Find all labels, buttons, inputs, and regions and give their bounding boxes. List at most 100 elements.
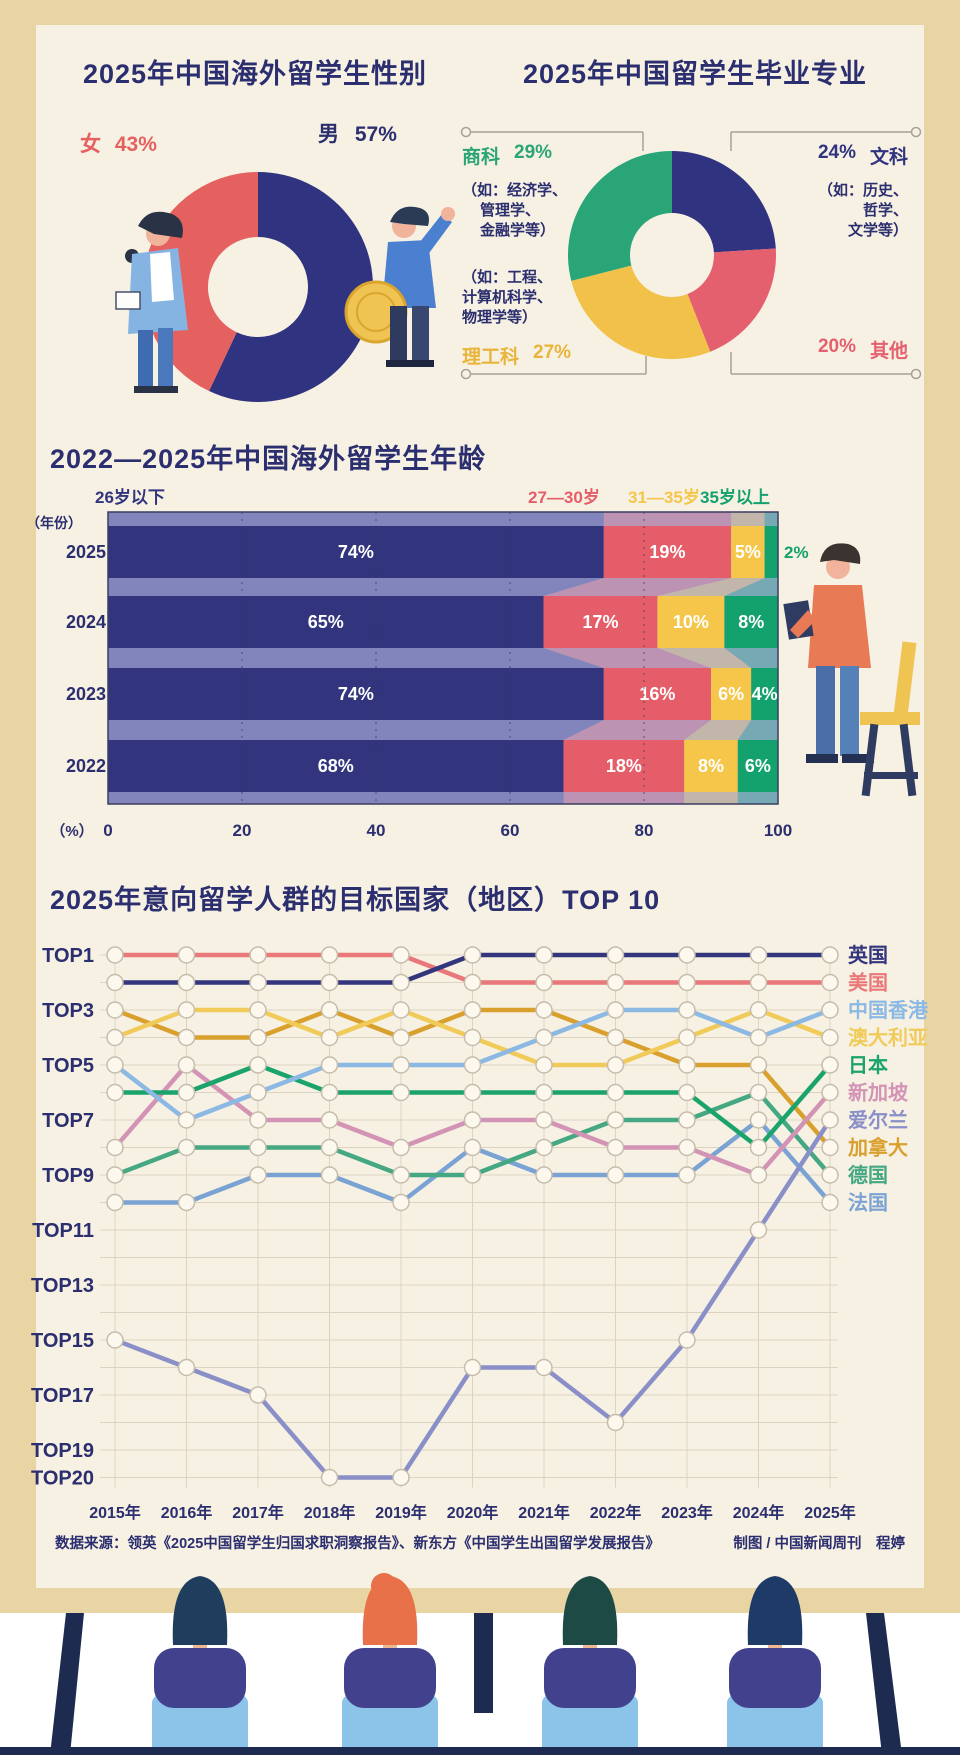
country-label-中国香港: 中国香港 — [848, 998, 929, 1022]
bar-segment-value: 8% — [698, 756, 724, 776]
chair-back — [152, 1695, 248, 1755]
rank-node — [392, 1001, 410, 1019]
year-tick-2021年: 2021年 — [518, 1503, 570, 1522]
rank-node — [106, 1056, 124, 1074]
rank-node — [678, 1331, 696, 1349]
other-value: 20% — [817, 336, 856, 357]
major-liberal-label: 24% 文科 （如：历史、 哲学、 文学等） — [742, 142, 908, 241]
easel-legs — [50, 1613, 902, 1755]
rank-node — [392, 1083, 410, 1102]
rank-node — [678, 1028, 696, 1047]
rank-axis-TOP1: TOP1 — [42, 945, 94, 967]
bar-segment-value: 65% — [308, 612, 344, 632]
transition-ribbon — [108, 648, 604, 668]
rank-node — [606, 1001, 625, 1019]
transition-ribbon — [563, 792, 685, 804]
rank-node — [106, 1138, 124, 1157]
rank-node — [463, 973, 482, 992]
business-detail-3: 金融学等） — [480, 222, 556, 239]
rank-axis-TOP5: TOP5 — [42, 1055, 94, 1077]
bar-segment — [711, 668, 752, 720]
x-tick: 100 — [764, 821, 792, 840]
rank-node — [320, 973, 339, 992]
rank-node — [535, 1138, 553, 1157]
age-chart-title: 2022—2025年中国海外留学生年龄 — [50, 444, 487, 474]
rank-node — [535, 1083, 553, 1102]
business-name: 商科 — [462, 147, 501, 168]
rank-node — [821, 946, 839, 964]
major-other-label: 20% 其他 — [742, 336, 908, 363]
stem-detail-1: （如：工程、 — [462, 269, 553, 286]
rank-axis-TOP11: TOP11 — [32, 1220, 94, 1242]
rank-node — [821, 1193, 839, 1212]
x-tick: 60 — [501, 821, 520, 840]
transition-ribbon — [684, 792, 738, 804]
bar-segment — [737, 740, 778, 792]
bar-segment-value: 18% — [606, 756, 642, 776]
transition-ribbon — [543, 578, 732, 596]
donut-slice-其他 — [687, 248, 776, 352]
rank-node — [249, 1138, 267, 1157]
bar-segment — [731, 526, 765, 578]
major-stem-label: （如：工程、 计算机科学、 物理学等） 理工科 27% — [462, 268, 571, 369]
bar-segment — [108, 596, 544, 648]
rank-node — [463, 1138, 482, 1157]
rank-node — [320, 1028, 339, 1047]
transition-ribbon — [543, 648, 711, 668]
rank-node — [106, 1193, 124, 1212]
year-tick-2023年: 2023年 — [661, 1503, 713, 1522]
female-name: 女 — [80, 133, 101, 156]
x-tick: 40 — [367, 821, 386, 840]
transition-ribbon — [737, 792, 778, 804]
country-label-日本: 日本 — [848, 1054, 888, 1077]
rank-node — [177, 1056, 196, 1074]
connector-dot — [910, 126, 922, 138]
audience-person — [727, 1576, 823, 1755]
rank-node — [535, 1001, 553, 1019]
rank-node — [177, 1001, 196, 1019]
rank-node — [106, 1028, 124, 1047]
rank-node — [106, 1083, 124, 1102]
rank-node — [678, 946, 696, 964]
rank-node — [249, 1111, 267, 1129]
rank-node — [392, 1468, 410, 1487]
rank-node — [678, 1166, 696, 1184]
connector-dot — [460, 368, 472, 380]
rank-node — [749, 1111, 768, 1129]
age-chart-canvas: 74% 19% 5% 2% 2025 65% 17% 10% 8% 2024 74% 16% 6% 4% 2… — [26, 487, 920, 840]
rank-chart-canvas: TOP1 TOP3 TOP5 TOP7 TOP9 TOP11 TOP13 TOP15 TOP17… — [31, 943, 929, 1522]
transition-ribbon — [108, 792, 564, 804]
bar-segment — [543, 596, 658, 648]
donut-slice-文科 — [672, 151, 776, 253]
chair-back — [342, 1695, 438, 1755]
year-tick-2017年: 2017年 — [232, 1503, 284, 1522]
chair-illustration — [860, 641, 920, 797]
rank-node — [249, 1166, 267, 1184]
rank-node — [249, 1083, 267, 1102]
stem-value: 27% — [533, 342, 572, 363]
rank-node — [678, 973, 696, 992]
rank-node — [463, 1028, 482, 1047]
rank-node — [749, 1083, 768, 1102]
rank-node — [249, 1028, 267, 1047]
rank-node — [678, 1083, 696, 1102]
rank-node — [606, 973, 625, 992]
liberal-detail-1: （如：历史、 — [817, 182, 908, 199]
rank-node — [606, 1138, 625, 1157]
year-tick-2016年: 2016年 — [161, 1503, 213, 1522]
bar-segment — [751, 668, 778, 720]
legend-item-27—30岁: 27—30岁 — [528, 487, 600, 507]
rank-node — [535, 1358, 553, 1377]
year-tick-2019年: 2019年 — [375, 1503, 427, 1522]
rank-node — [463, 1056, 482, 1074]
gender-female-label: 女 43% — [80, 128, 157, 158]
transition-ribbon — [657, 648, 752, 668]
x-tick: 20 — [233, 821, 252, 840]
standing-man-illustration — [783, 543, 874, 763]
rank-axis-TOP3: TOP3 — [42, 1000, 94, 1022]
rank-node — [249, 1386, 267, 1404]
transition-ribbon — [108, 720, 604, 740]
male-value: 57% — [354, 123, 397, 146]
rank-node — [392, 1056, 410, 1074]
bar-segment — [657, 596, 725, 648]
